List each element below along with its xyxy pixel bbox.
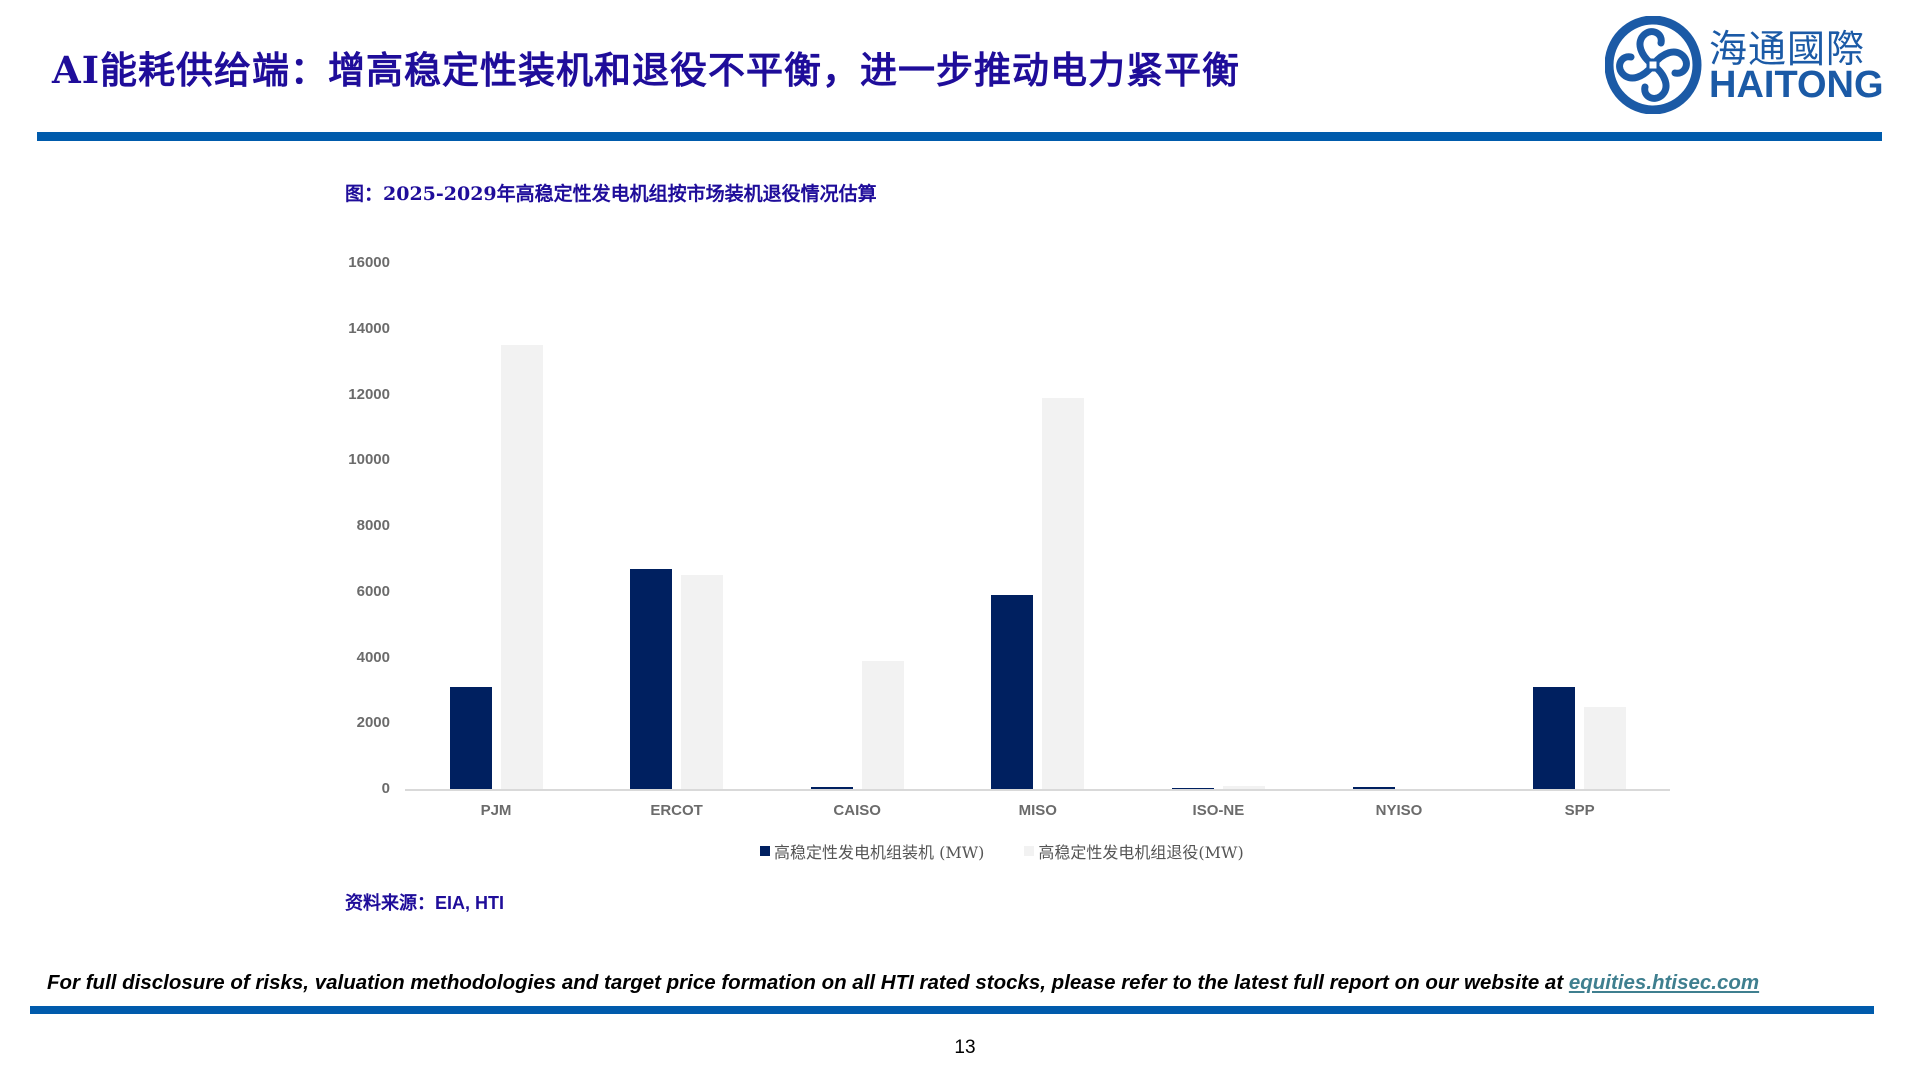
bar-iso-ne-installed bbox=[1171, 787, 1214, 789]
bar-caiso-retired bbox=[861, 660, 904, 789]
footer-divider bbox=[30, 1006, 1874, 1014]
haitong-emblem-icon bbox=[1604, 15, 1702, 115]
bar-pjm-retired bbox=[500, 345, 543, 789]
y-tick-label: 0 bbox=[381, 780, 390, 797]
bar-spp-installed bbox=[1533, 687, 1576, 789]
bar-ercot-installed bbox=[630, 568, 673, 789]
chart-caption: 图：2025-2029年高稳定性发电机组按市场装机退役情况估算 bbox=[345, 183, 877, 205]
y-tick-label: 14000 bbox=[348, 319, 390, 337]
legend-item-retired: 高稳定性发电机组退役(MW) bbox=[1024, 839, 1244, 863]
x-tick-label: MISO bbox=[1018, 802, 1057, 819]
legend-swatch-retired-icon bbox=[1024, 846, 1035, 856]
x-tick-label: NYISO bbox=[1375, 802, 1423, 819]
website-link[interactable]: equities.htisec.com bbox=[1568, 971, 1760, 994]
bar-pjm-installed bbox=[449, 687, 492, 789]
y-tick-label: 6000 bbox=[356, 582, 390, 600]
y-tick-label: 16000 bbox=[348, 254, 390, 271]
legend-label-installed: 高稳定性发电机组装机 (MW) bbox=[774, 843, 985, 862]
logo-text-cn: 海通國際 bbox=[1709, 27, 1866, 71]
bar-nyiso-installed bbox=[1352, 787, 1395, 789]
haitong-logo: 海通國際 HAITONG bbox=[1604, 15, 1885, 115]
bar-iso-ne-retired bbox=[1222, 785, 1265, 789]
legend-label-retired: 高稳定性发电机组退役(MW) bbox=[1038, 843, 1244, 862]
bar-caiso-installed bbox=[810, 787, 853, 789]
y-tick-label: 12000 bbox=[348, 385, 390, 403]
y-tick-label: 10000 bbox=[348, 451, 390, 469]
slide-title: AI能耗供给端：增高稳定性装机和退役不平衡，进一步推动电力紧平衡 bbox=[52, 48, 1241, 92]
disclaimer-text: For full disclosure of risks, valuation … bbox=[47, 971, 1569, 994]
chart-source: 资料来源：EIA, HTI bbox=[345, 889, 504, 915]
y-tick-label: 8000 bbox=[356, 517, 390, 534]
x-tick-label: ISO-NE bbox=[1192, 802, 1245, 819]
bar-ercot-retired bbox=[681, 575, 724, 789]
x-tick-label: SPP bbox=[1564, 802, 1595, 819]
chart-legend: 高稳定性发电机组装机 (MW) 高稳定性发电机组退役(MW) bbox=[760, 839, 1284, 863]
logo-text-en: HAITONG bbox=[1709, 64, 1884, 106]
x-tick-label: ERCOT bbox=[650, 802, 703, 819]
bar-miso-installed bbox=[991, 595, 1034, 789]
bar-spp-retired bbox=[1584, 706, 1627, 789]
disclaimer: For full disclosure of risks, valuation … bbox=[47, 971, 1759, 995]
legend-swatch-installed-icon bbox=[760, 846, 770, 856]
source-value: EIA, HTI bbox=[435, 893, 505, 913]
source-label: 资料来源： bbox=[345, 893, 435, 914]
legend-item-installed: 高稳定性发电机组装机 (MW) bbox=[760, 839, 984, 863]
x-tick-label: CAISO bbox=[833, 802, 881, 819]
x-axis-line bbox=[405, 789, 1670, 791]
x-tick-label: PJM bbox=[480, 802, 512, 819]
bar-miso-retired bbox=[1042, 397, 1085, 789]
header-divider bbox=[37, 132, 1882, 141]
page-number: 13 bbox=[954, 1037, 976, 1058]
y-tick-label: 2000 bbox=[356, 714, 390, 732]
y-tick-label: 4000 bbox=[356, 648, 390, 666]
